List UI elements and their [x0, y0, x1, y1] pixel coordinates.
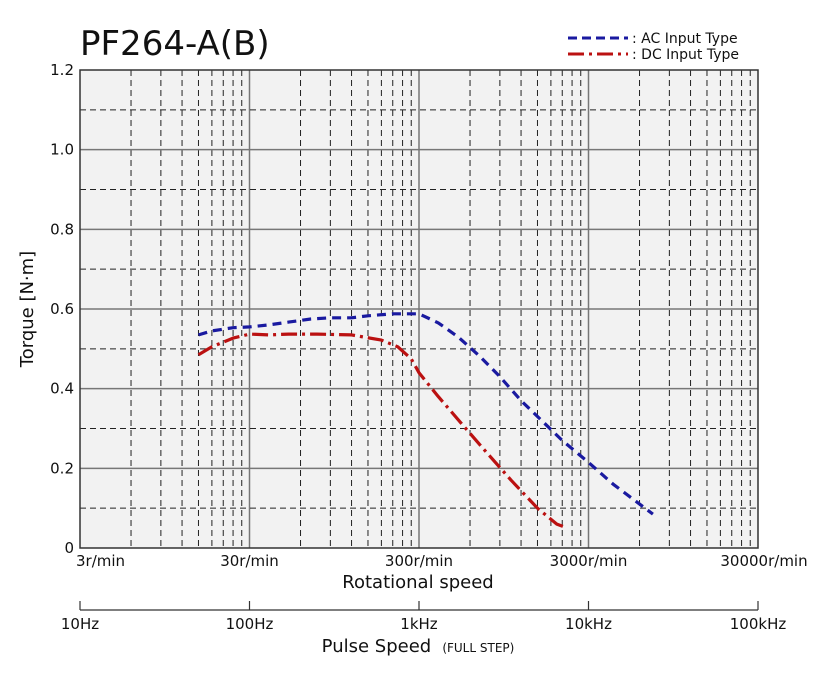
y-tick-label: 1.0 — [50, 141, 74, 159]
series-layer — [197, 312, 654, 530]
y-tick-label: 0.4 — [50, 380, 74, 398]
y-tick-label: 0.2 — [50, 459, 74, 477]
pulse-speed-label: Pulse Speed — [322, 636, 432, 657]
chart-title: PF264-A(B) — [80, 24, 270, 64]
y-axis-label: Torque [N·m] — [17, 251, 38, 368]
x-axis-label-rotational: Rotational speed — [342, 572, 493, 593]
legend-ac-label: : AC Input Type — [632, 31, 738, 47]
x-tick-label-pulse: 10Hz — [61, 615, 99, 633]
y-tick-label: 0.6 — [50, 300, 74, 318]
x-tick-label-pulse: 1kHz — [400, 615, 438, 633]
grid — [80, 70, 758, 548]
y-ticks: 0 0.2 0.4 0.6 0.8 1.0 1.2 — [50, 61, 74, 557]
plot-frame — [79, 69, 759, 549]
series-dc-input-line — [197, 332, 568, 530]
x-axis-label-pulse: Pulse Speed (FULL STEP) — [322, 636, 515, 657]
x-tick-label-rotational: 30r/min — [220, 552, 279, 570]
x-tick-label-rotational: 3000r/min — [550, 552, 628, 570]
x-tick-label-rotational: 30000r/min — [720, 552, 807, 570]
legend-dc-label: : DC Input Type — [632, 47, 739, 63]
y-tick-label: 0 — [64, 539, 74, 557]
pulse-speed-axis: 10Hz 100Hz 1kHz 10kHz 100kHz — [61, 601, 786, 633]
series-ac-input-line — [198, 312, 654, 516]
x-tick-label-pulse: 100kHz — [730, 615, 787, 633]
x-ticks-rotational: 3r/min 30r/min 300r/min 3000r/min 30000r/min — [76, 552, 808, 570]
x-tick-label-rotational: 3r/min — [76, 552, 125, 570]
y-tick-label: 0.8 — [50, 220, 74, 238]
full-step-note: (FULL STEP) — [442, 641, 514, 655]
x-tick-label-pulse: 10kHz — [565, 615, 612, 633]
x-tick-label-rotational: 300r/min — [385, 552, 453, 570]
y-tick-label: 1.2 — [50, 61, 74, 79]
legend: : AC Input Type : DC Input Type — [568, 31, 739, 63]
x-tick-label-pulse: 100Hz — [226, 615, 274, 633]
